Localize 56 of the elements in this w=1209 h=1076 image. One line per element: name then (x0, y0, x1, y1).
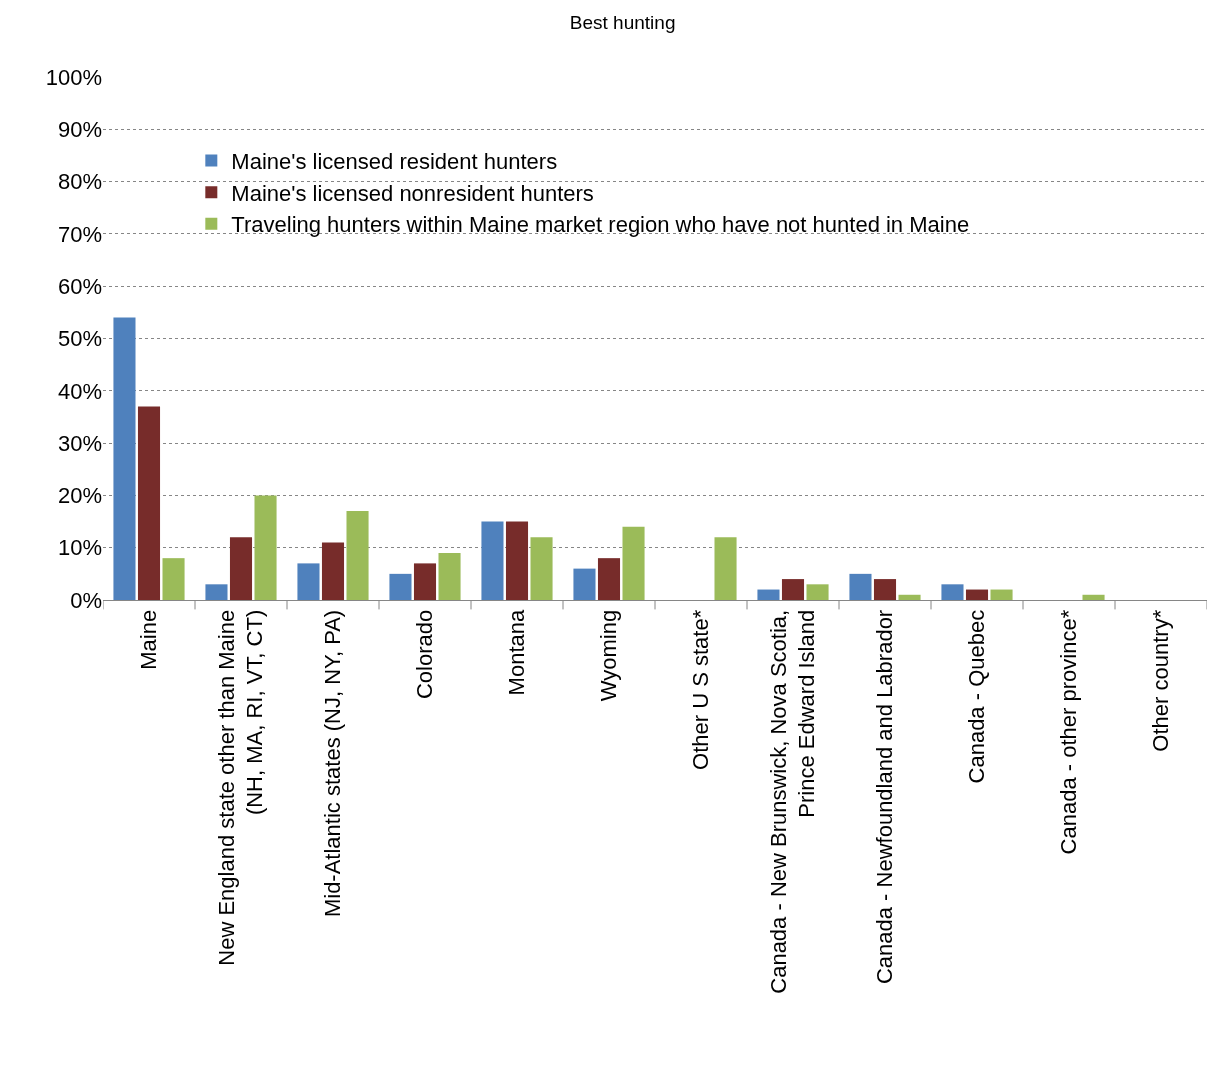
y-tick-label: 0% (70, 587, 102, 613)
bar (1082, 594, 1105, 600)
bar (990, 589, 1013, 600)
bar (413, 563, 437, 600)
y-tick-label: 80% (57, 169, 102, 195)
x-tick-label: Other U S state* (688, 609, 714, 770)
x-tick-label: Other country* (1148, 609, 1174, 752)
x-tick-label: Canada - Quebec (964, 609, 990, 784)
y-tick-label: 60% (57, 273, 102, 299)
bar (757, 589, 780, 600)
chart-title: Best hunting (569, 12, 676, 34)
bar (597, 558, 621, 600)
bar (113, 317, 136, 600)
bar (573, 568, 596, 600)
y-tick-label: 30% (57, 430, 102, 456)
x-tick-label: Canada - New Brunswick, Nova Scotia, Prince Edward Island (765, 609, 820, 994)
bar (714, 537, 737, 600)
bar (297, 563, 320, 600)
x-tick-label: Maine (136, 609, 162, 670)
y-tick-label: 70% (57, 221, 102, 247)
bar (898, 594, 921, 600)
bar (965, 589, 989, 600)
bar (530, 537, 553, 600)
x-tick-label: Mid-Atlantic states (NJ, NY, PA) (320, 609, 346, 918)
bar (849, 573, 872, 600)
y-tick-label: 50% (57, 326, 102, 352)
bar (806, 584, 829, 600)
bar (229, 537, 253, 600)
bar (254, 495, 277, 600)
bar (941, 584, 964, 600)
bar (321, 542, 345, 600)
y-tick-label: 100% (45, 64, 102, 90)
bar (481, 521, 504, 600)
bar (873, 579, 897, 600)
bar (162, 558, 185, 600)
x-tick-label: Wyoming (596, 609, 622, 702)
y-tick-label: 10% (57, 535, 102, 561)
bar (505, 521, 529, 600)
bar (781, 579, 805, 600)
bar (438, 552, 461, 600)
y-tick-label: 20% (57, 483, 102, 509)
bar (205, 584, 228, 600)
x-tick-label: Colorado (412, 609, 438, 700)
x-tick-label: Montana (504, 609, 530, 696)
legend-label: Maine's licensed nonresident hunters (231, 180, 594, 206)
x-tick-label: New England state other than Maine (NH, MA, RI, VT, CT) (213, 609, 268, 966)
legend-label: Maine's licensed resident hunters (231, 149, 558, 175)
y-tick-label: 40% (57, 378, 102, 404)
x-tick-label: Canada - other province* (1056, 609, 1082, 855)
legend-label: Traveling hunters within Maine market region who have not hunted in Maine (231, 212, 970, 238)
bar (137, 406, 161, 600)
bar (622, 526, 645, 600)
bar (346, 511, 369, 600)
x-tick-label: Canada - Newfoundland and Labrador (872, 609, 898, 985)
bar (389, 573, 412, 600)
y-tick-label: 90% (57, 117, 102, 142)
